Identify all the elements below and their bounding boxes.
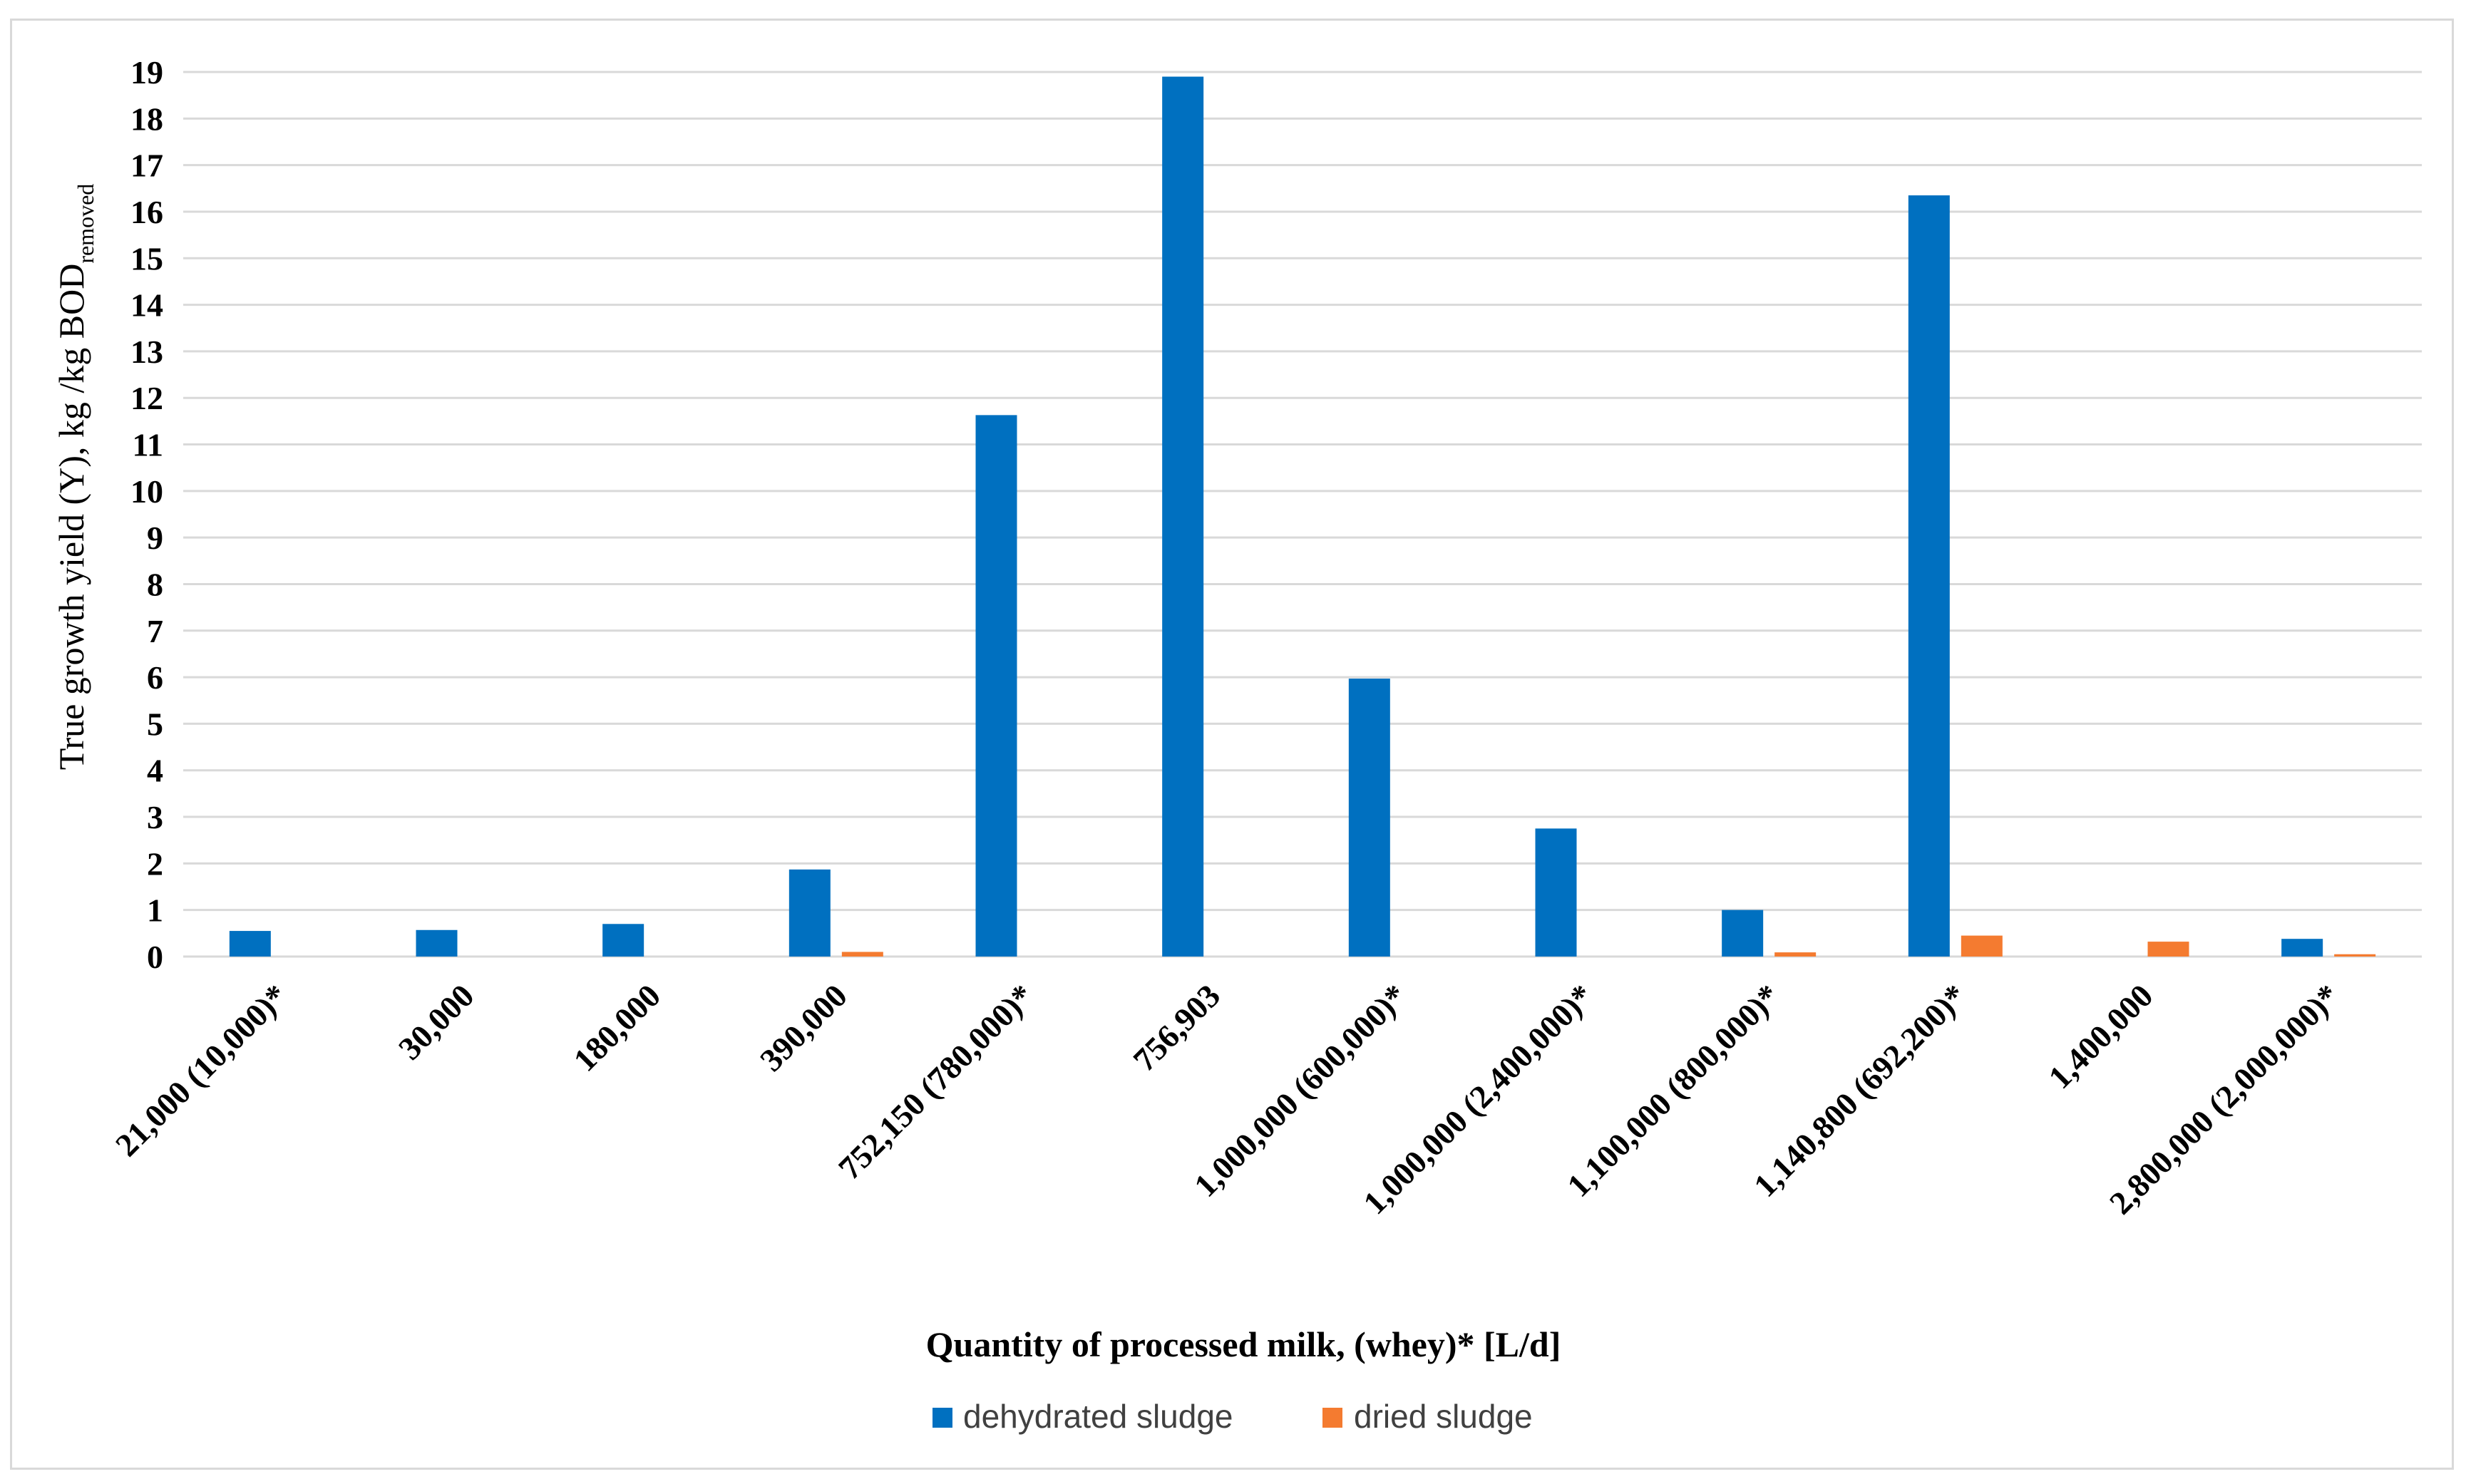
- y-tick-label: 12: [130, 380, 163, 416]
- bar-dried-sludge: [1961, 935, 2003, 957]
- x-tick-label: 756,903: [1126, 977, 1227, 1078]
- y-tick-label: 11: [133, 427, 163, 463]
- x-tick-label: 1,400,000: [2041, 977, 2159, 1096]
- bar-dehydrated-sludge: [1722, 910, 1764, 957]
- bar-dehydrated-sludge: [975, 415, 1017, 957]
- y-tick-label: 9: [147, 520, 163, 556]
- x-tick-label: 21,000 (10,000)*: [108, 977, 294, 1163]
- bars: [229, 76, 2376, 957]
- x-tick-label: 1,140,800 (692,200)*: [1747, 977, 1973, 1204]
- bar-dried-sludge: [1774, 952, 1817, 957]
- y-tick-label: 17: [130, 148, 163, 184]
- bar-dehydrated-sludge: [416, 929, 458, 957]
- bar-dried-sludge: [2334, 954, 2376, 957]
- y-tick-label: 10: [130, 473, 163, 510]
- x-tick-label: 1,100,000 (800,000)*: [1560, 977, 1787, 1204]
- legend-swatch-dried: [1322, 1408, 1342, 1428]
- y-tick-label: 1: [147, 892, 163, 929]
- bar-dehydrated-sludge: [1162, 76, 1204, 957]
- y-tick-label: 19: [130, 54, 163, 91]
- legend-label-dehydrated: dehydrated sludge: [963, 1398, 1233, 1435]
- y-tick-label: 7: [147, 613, 163, 649]
- gridlines: [183, 71, 2422, 958]
- x-tick-labels: 21,000 (10,000)* 30,000 180,000 390,000752,…: [108, 977, 2346, 1221]
- y-tick-label: 13: [130, 334, 163, 370]
- legend-swatch-dehydrated: [933, 1408, 952, 1428]
- y-tick-label: 16: [130, 194, 163, 230]
- bar-dehydrated-sludge: [1908, 195, 1950, 957]
- y-axis-label: True growth yield (Y), kg /kg BODremoved: [51, 184, 98, 771]
- bar-dehydrated-sludge: [602, 924, 644, 957]
- x-axis-label: Quantity of processed milk, (whey)* [L/d…: [926, 1324, 1561, 1364]
- y-tick-label: 8: [147, 566, 163, 602]
- bar-dehydrated-sludge: [2281, 939, 2323, 957]
- y-tick-label: 5: [147, 706, 163, 742]
- bar-dehydrated-sludge: [229, 931, 271, 957]
- y-tick-label: 6: [147, 659, 163, 696]
- x-tick-label: 180,000: [566, 977, 667, 1078]
- y-tick-label: 15: [130, 240, 163, 277]
- bar-dried-sludge: [841, 952, 883, 957]
- y-tick-label: 2: [147, 845, 163, 882]
- legend-label-dried: dried sludge: [1354, 1398, 1533, 1435]
- y-tick-label: 14: [130, 287, 163, 324]
- x-tick-label: 390,000: [753, 977, 854, 1078]
- y-tick-label: 4: [147, 753, 163, 789]
- y-tick-label: 3: [147, 799, 163, 835]
- legend: dehydrated sludge dried sludge: [933, 1398, 1533, 1435]
- y-tick-label: 18: [130, 101, 163, 137]
- bar-dried-sludge: [2147, 942, 2189, 957]
- chart-frame: 0 1 2 3 4 5 6 7 8 9 10 11 12 13 14 15 16 17 18 19 21,000 (1…: [10, 19, 2454, 1470]
- bar-dehydrated-sludge: [1535, 828, 1577, 957]
- y-tick-label: 0: [147, 939, 163, 975]
- bar-dehydrated-sludge: [788, 869, 831, 957]
- x-tick-label: 752,150 (780,000)*: [831, 977, 1041, 1187]
- bar-dehydrated-sludge: [1348, 679, 1390, 957]
- x-tick-label: 1,000,000 (600,000)*: [1187, 977, 1414, 1204]
- x-tick-label: 30,000: [391, 977, 481, 1067]
